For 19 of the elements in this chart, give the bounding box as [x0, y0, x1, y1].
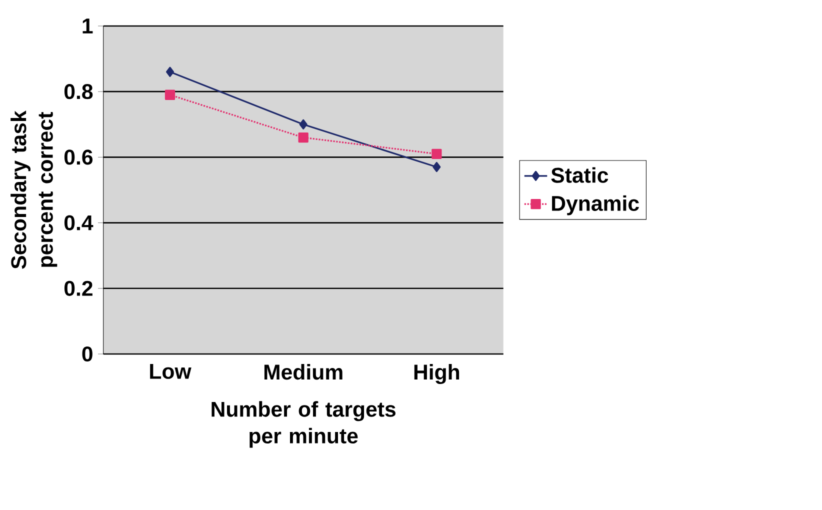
point — [432, 148, 442, 159]
point — [298, 132, 308, 143]
y-tick-label: 0.6 — [64, 150, 93, 165]
legend-label: Static — [551, 167, 608, 183]
point — [432, 162, 441, 172]
x-axis-title: Number of targets per minute — [212, 401, 396, 448]
y-axis-title: Secondary task percent correct — [10, 110, 58, 269]
y-tick-label: 0.2 — [64, 280, 92, 296]
y-tick-label: 0.8 — [64, 84, 93, 100]
y-tick-label: 1 — [82, 18, 93, 34]
x-tick-label: Medium — [264, 364, 342, 380]
point — [299, 119, 308, 130]
y-tick-label: 0.4 — [64, 215, 94, 230]
x-tick-label: Low — [150, 364, 192, 379]
point — [164, 90, 176, 100]
y-tick-label: 0 — [82, 346, 92, 362]
point — [166, 66, 174, 77]
x-tick-label: High — [414, 364, 460, 384]
legend-label: Dynamic — [552, 195, 639, 216]
